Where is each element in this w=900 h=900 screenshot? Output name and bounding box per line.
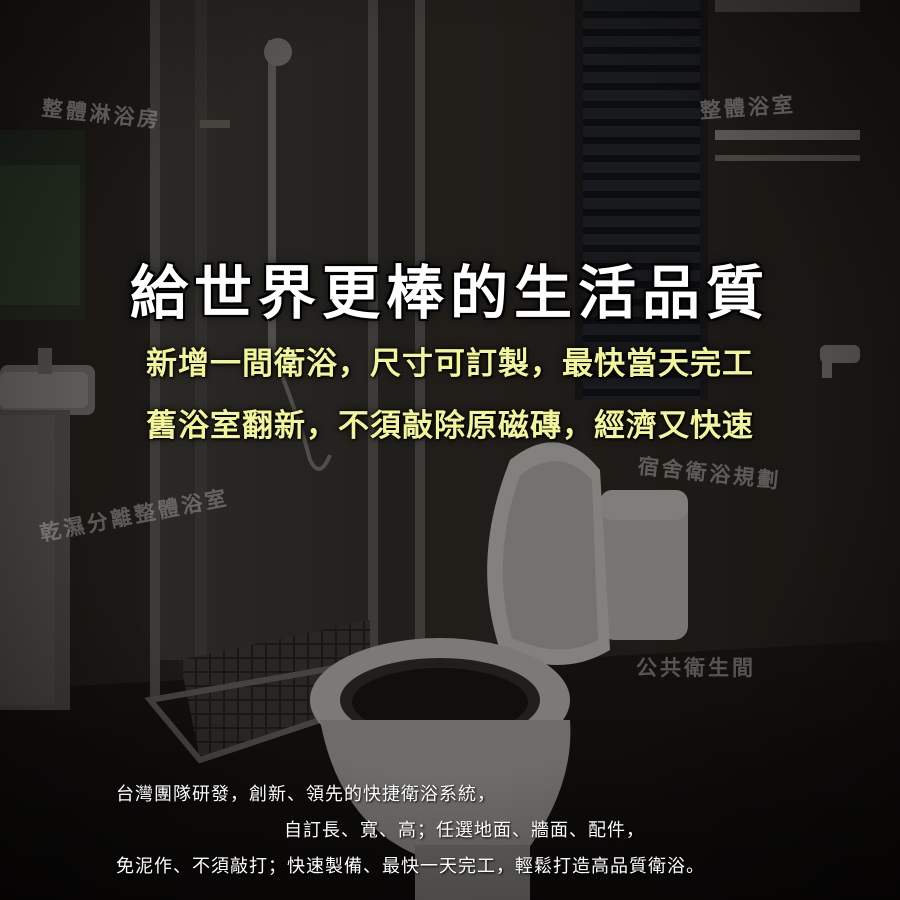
subheadline-new-bathroom: 新增一間衛浴，尺寸可訂製，最快當天完工 bbox=[146, 346, 754, 382]
body-line: 免泥作、不須敲打；快速製備、最快一天完工，輕鬆打造高品質衛浴。 bbox=[116, 856, 705, 877]
headline: 給世界更棒的生活品質 bbox=[129, 259, 770, 327]
subheadline-renovation: 舊浴室翻新，不須敲除原磁磚，經濟又快速 bbox=[146, 408, 754, 444]
body-line: 自訂長、寬、高；任選地面、牆面、配件， bbox=[284, 820, 645, 841]
watermark-public-restroom: 公共衛生間 bbox=[636, 656, 756, 680]
body-line: 台灣團隊研發，創新、領先的快捷衛浴系統， bbox=[116, 784, 496, 805]
